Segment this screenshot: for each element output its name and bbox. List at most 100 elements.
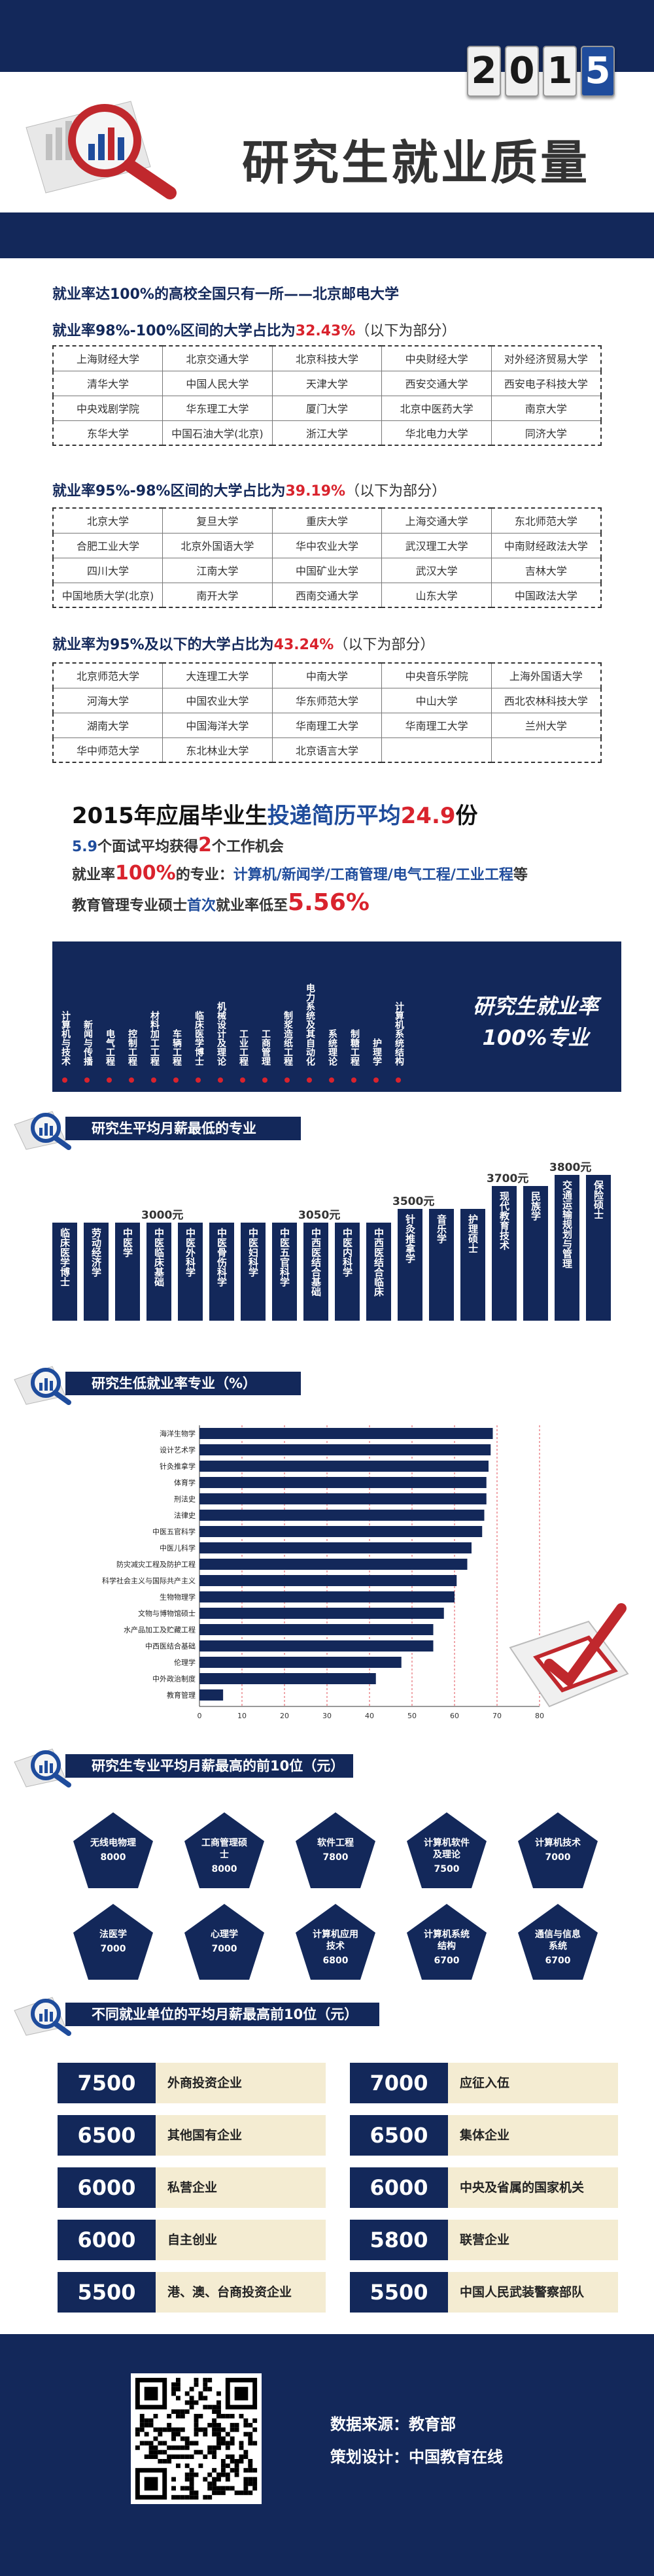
category-label: 中外政治制度 [152, 1674, 196, 1684]
unit-salary: 5800 [350, 2220, 448, 2260]
year-digit: 1 [543, 46, 577, 97]
table-cell: 天津大学 [271, 370, 383, 396]
table-cell: 华东师范大学 [271, 687, 383, 713]
magnifier-chart-icon [14, 1748, 71, 1788]
high-salary-item: 无线电物理 8000 [72, 1811, 154, 1890]
low-salary-bar: 中西医结合基础 [303, 1223, 328, 1321]
low-salary-bar-label: 中西医结合基础 [310, 1228, 322, 1296]
stat-value: 2 [198, 834, 212, 856]
unit-name: 港、澳、台商投资企业 [167, 2285, 292, 2299]
section3-prefix: 就业率为95%及以下的大学占比为 [52, 637, 274, 653]
low-salary-bar: 中医内科学 [335, 1223, 360, 1321]
high-salary-name: 软件工程 [317, 1838, 354, 1848]
table-cell: 北京师范大学 [52, 662, 164, 688]
low-employment-chart: 0 10 20 30 40 50 60 70 80 海洋生物学设计艺术学针灸推拿学体育学刑法史法律… [102, 1425, 544, 1720]
pentagon-shape [407, 1812, 487, 1888]
unit-name: 中国人民武装警察部队 [460, 2285, 585, 2299]
x-tick-label: 60 [450, 1712, 459, 1720]
major-dot [62, 1077, 67, 1083]
table-cell: 中央财经大学 [381, 345, 492, 371]
unit-name: 外商投资企业 [167, 2076, 243, 2090]
table-cell: 中山大学 [381, 687, 492, 713]
table-cell: 中国人民大学 [162, 370, 273, 396]
table-row: 四川大学 江南大学 中国矿业大学 武汉大学 吉林大学 [52, 557, 602, 583]
table-cell: 东北林业大学 [162, 737, 273, 763]
low-salary-bar-label: 中医临床基础 [153, 1228, 165, 1287]
pentagon-shape [73, 1904, 153, 1980]
high-salary-text: 计算机技术 7000 [517, 1837, 599, 1863]
high-salary-value: 7800 [322, 1852, 349, 1863]
table-cell: 大连理工大学 [162, 662, 273, 688]
unit-item: 5500 港、澳、台商投资企业 [58, 2272, 326, 2313]
footer-design: 策划设计：中国教育在线 [330, 2448, 503, 2466]
major-dot [351, 1077, 356, 1083]
table-cell: 中南财经政法大学 [490, 532, 602, 558]
low-salary-bar-label: 民族学 [530, 1191, 542, 1221]
high-salary-name: 计算机软件及理论 [424, 1838, 470, 1860]
units-title: 不同就业单位的平均月薪最高前10位（元） [65, 2003, 379, 2026]
table-cell: 北京中医药大学 [381, 395, 492, 421]
low-salary-bar: 针灸推拿学 [398, 1208, 422, 1321]
table-cell: 华中农业大学 [271, 532, 383, 558]
low-employment-title: 研究生低就业率专业（%） [65, 1372, 301, 1395]
category-label: 文物与博物馆硕士 [138, 1609, 196, 1618]
major-dot [373, 1077, 379, 1083]
high-salary-item: 工商管理硕士 8000 [183, 1811, 266, 1890]
low-salary-bar-label: 中医外科学 [184, 1228, 196, 1277]
high-salary-text: 通信与信息系统 6700 [517, 1929, 599, 1967]
unit-salary: 5500 [58, 2272, 156, 2313]
category-label: 法律史 [174, 1511, 196, 1520]
high-salary-item: 计算机系统结构 6700 [405, 1903, 488, 1981]
x-tick-label: 70 [492, 1712, 502, 1720]
unit-salary: 5500 [350, 2272, 448, 2313]
category-label: 防灾减灾工程及防护工程 [116, 1560, 196, 1569]
high-salary-text: 计算机系统结构 6700 [405, 1929, 488, 1967]
checkbox-decoration-icon [509, 1603, 629, 1708]
pentagon-shape [184, 1812, 264, 1888]
low-employment-bar [199, 1591, 455, 1602]
unit-salary: 6500 [58, 2115, 156, 2156]
table-cell: 华北电力大学 [381, 420, 492, 446]
category-label: 水产品加工及贮藏工程 [124, 1625, 196, 1635]
table-cell: 湖南大学 [52, 712, 164, 738]
table-row: 中央戏剧学院 华东理工大学 厦门大学 北京中医药大学 南京大学 [52, 395, 602, 421]
low-salary-bar: 中医临床基础 [146, 1223, 171, 1321]
high-salary-value: 7000 [100, 1944, 126, 1954]
table-cell [381, 737, 492, 763]
table-cell: 北京语言大学 [271, 737, 383, 763]
table-cell: 西南交通大学 [271, 582, 383, 608]
low-employment-bar [199, 1526, 483, 1537]
category-label: 生物物理学 [160, 1593, 196, 1602]
high-salary-name: 法医学 [99, 1929, 127, 1940]
x-tick-label: 80 [535, 1712, 544, 1720]
section1-heading: 就业率98%-100%区间的大学占比为32.43%（以下为部分） [52, 319, 456, 340]
table-cell: 山东大学 [381, 582, 492, 608]
table-cell: 对外经济贸易大学 [490, 345, 602, 371]
major-dot [284, 1077, 290, 1083]
low-salary-bar: 中医外科学 [178, 1223, 203, 1321]
table-cell: 中国海洋大学 [162, 712, 273, 738]
pentagon-shape [73, 1812, 153, 1888]
unit-salary: 7500 [58, 2063, 156, 2103]
major-dot [107, 1077, 112, 1083]
unit-item: 7000 应征入伍 [350, 2063, 618, 2103]
low-salary-bar: 中医五官科学 [272, 1223, 297, 1321]
major-item: 电气工程 [105, 1029, 115, 1066]
stat-value: 5.9 [72, 839, 97, 855]
low-salary-bar: 民族学 [523, 1186, 548, 1321]
unit-item: 5800 联营企业 [350, 2220, 618, 2260]
unit-name: 应征入伍 [460, 2076, 510, 2090]
stat-text: 就业率 [72, 867, 116, 883]
low-salary-value-label: 3700元 [487, 1172, 529, 1186]
unit-name: 私营企业 [167, 2180, 218, 2195]
low-salary-bar: 劳动经济学 [84, 1223, 109, 1321]
low-salary-bar-label: 中医内科学 [341, 1228, 353, 1277]
high-salary-item: 法医学 7000 [72, 1903, 154, 1981]
table-row: 北京大学 复旦大学 重庆大学 上海交通大学 东北师范大学 [52, 507, 602, 534]
table-cell: 上海外国语大学 [490, 662, 602, 688]
units-header: 不同就业单位的平均月薪最高前10位（元） [13, 1991, 379, 2036]
low-salary-bar: 护理硕士 [460, 1208, 485, 1321]
high-salary-item: 心理学 7000 [183, 1903, 266, 1981]
stat-text: 等 [513, 867, 528, 883]
major-dot [262, 1077, 267, 1083]
